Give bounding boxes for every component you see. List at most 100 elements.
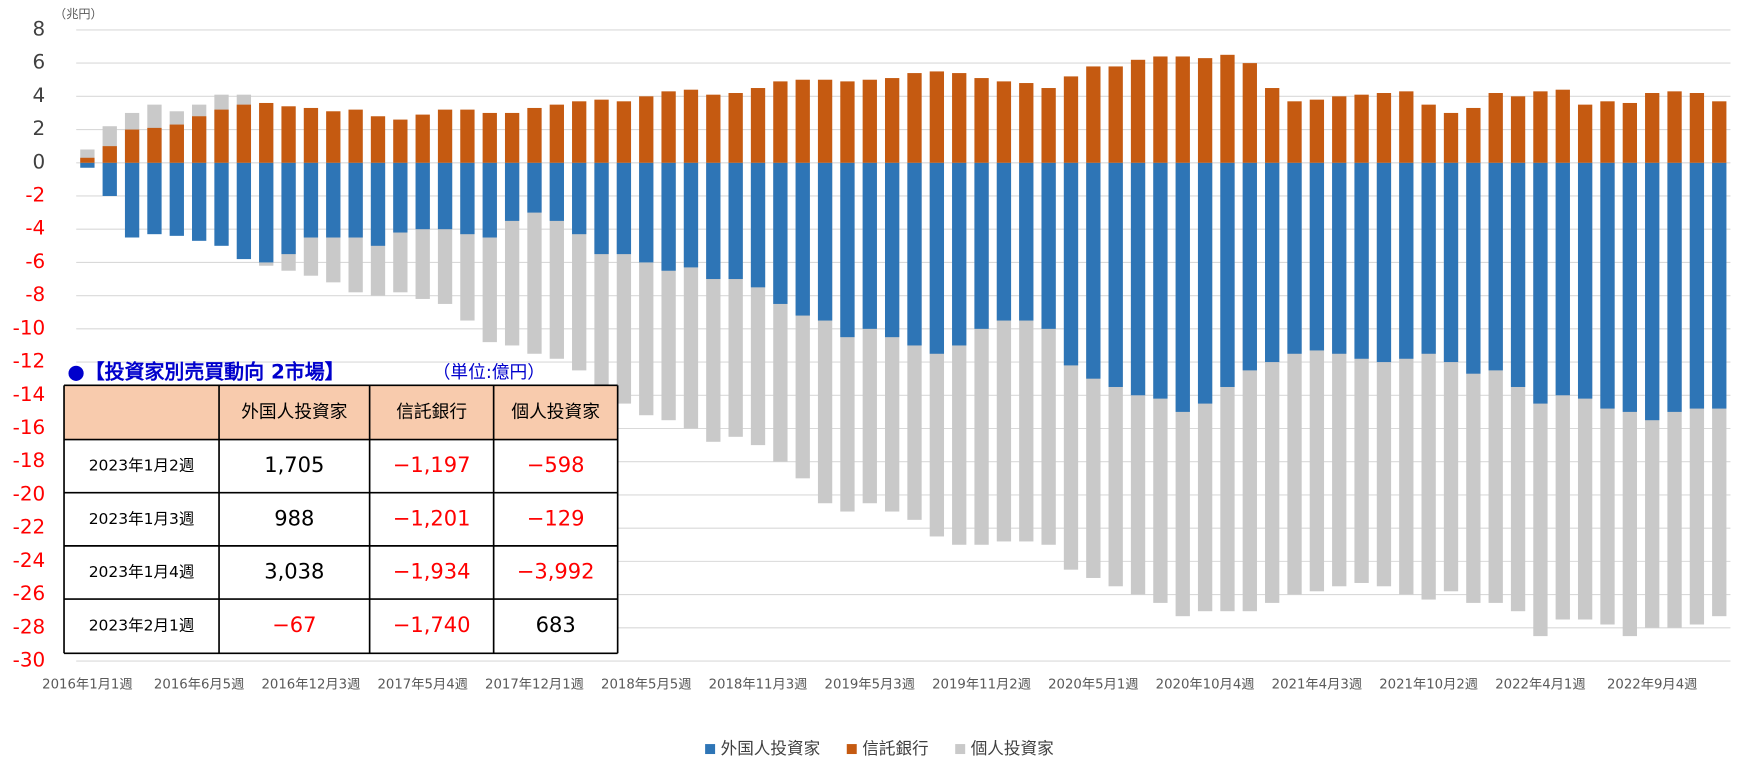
bar bbox=[1309, 162, 1325, 351]
bar bbox=[929, 71, 945, 163]
bar bbox=[817, 162, 833, 321]
bar bbox=[527, 107, 542, 163]
table-cell: −129 bbox=[527, 505, 585, 530]
bar bbox=[750, 162, 766, 288]
bar bbox=[393, 162, 408, 233]
bar bbox=[1265, 162, 1280, 363]
y-tick-label: -16 bbox=[13, 416, 46, 439]
bar bbox=[1488, 162, 1503, 371]
y-tick-label: -6 bbox=[25, 250, 45, 273]
y-tick-label: -24 bbox=[13, 549, 46, 572]
bar bbox=[281, 162, 296, 255]
table-header: 信託銀行 bbox=[396, 401, 467, 422]
bar bbox=[773, 81, 788, 163]
bar bbox=[1041, 162, 1056, 329]
table-cell: −67 bbox=[272, 612, 316, 637]
x-tick-label: 2018年5月5週 bbox=[601, 676, 691, 692]
x-tick-label: 2021年4月3週 bbox=[1272, 676, 1362, 692]
legend-swatch bbox=[955, 744, 966, 755]
legend-swatch bbox=[846, 744, 857, 755]
bar bbox=[214, 162, 229, 246]
table-cell: −1,201 bbox=[393, 505, 471, 530]
bar bbox=[549, 104, 564, 163]
table-cell: 683 bbox=[536, 612, 576, 637]
bar bbox=[1019, 162, 1034, 321]
table-cell: −1,740 bbox=[393, 612, 471, 637]
x-tick-label: 2017年5月4週 bbox=[377, 676, 467, 692]
bar bbox=[728, 93, 743, 163]
bar bbox=[728, 162, 743, 280]
bar bbox=[1466, 162, 1481, 374]
bar bbox=[996, 81, 1012, 163]
bar bbox=[102, 162, 117, 196]
bar bbox=[1108, 66, 1123, 163]
bar bbox=[1086, 162, 1101, 379]
bar bbox=[1130, 162, 1146, 396]
bar bbox=[1533, 162, 1548, 404]
bar bbox=[1689, 93, 1705, 163]
bar bbox=[415, 162, 430, 230]
table-title: ●【投資家別売買動向 2市場】 bbox=[67, 360, 344, 384]
bar bbox=[1108, 162, 1123, 387]
bar bbox=[1577, 104, 1593, 163]
bar bbox=[460, 162, 475, 235]
bar bbox=[1332, 162, 1347, 354]
bar bbox=[1712, 101, 1727, 163]
bar bbox=[549, 162, 564, 221]
bar bbox=[482, 112, 497, 163]
x-tick-label: 2020年5月1週 bbox=[1048, 676, 1138, 692]
bar bbox=[281, 106, 296, 163]
bar bbox=[1376, 162, 1392, 363]
bar bbox=[996, 162, 1012, 321]
bar bbox=[348, 162, 363, 238]
bar bbox=[1086, 66, 1101, 163]
bar bbox=[1645, 93, 1660, 163]
bar bbox=[773, 162, 788, 304]
bar bbox=[1600, 162, 1615, 409]
x-tick-label: 2016年12月3週 bbox=[261, 676, 360, 692]
bar bbox=[504, 162, 520, 221]
bar bbox=[1443, 112, 1459, 163]
bar bbox=[124, 129, 140, 163]
bar bbox=[1019, 83, 1034, 163]
table-header: 外国人投資家 bbox=[241, 401, 348, 422]
bar bbox=[1041, 88, 1056, 163]
x-tick-label: 2019年5月3週 bbox=[825, 676, 915, 692]
bar bbox=[169, 162, 184, 236]
bar bbox=[124, 162, 140, 238]
table-row-label: 2023年1月2週 bbox=[89, 457, 195, 475]
bar bbox=[348, 109, 363, 163]
y-tick-label: -30 bbox=[13, 649, 46, 672]
x-tick-label: 2019年11月2週 bbox=[932, 676, 1031, 692]
bar bbox=[192, 116, 207, 163]
table-cell: −3,992 bbox=[517, 558, 595, 583]
x-tick-label: 2021年10月2週 bbox=[1379, 676, 1478, 692]
bar bbox=[1555, 162, 1570, 396]
table-header: 個人投資家 bbox=[511, 401, 600, 422]
y-tick-label: -26 bbox=[13, 582, 46, 605]
bar bbox=[80, 162, 95, 168]
bar bbox=[1667, 91, 1682, 163]
bar bbox=[862, 79, 877, 163]
bar bbox=[1622, 162, 1637, 412]
y-tick-label: -12 bbox=[13, 350, 46, 373]
legend-label: 個人投資家 bbox=[971, 739, 1054, 758]
bar bbox=[616, 101, 632, 163]
bar bbox=[683, 162, 699, 268]
bar bbox=[393, 119, 408, 163]
y-tick-label: -14 bbox=[13, 383, 46, 406]
bar bbox=[639, 96, 654, 163]
bar bbox=[1063, 162, 1079, 366]
bar bbox=[1600, 101, 1615, 163]
table-cell: −1,197 bbox=[393, 452, 471, 477]
x-tick-label: 2022年9月4週 bbox=[1607, 676, 1697, 692]
bar bbox=[102, 146, 117, 163]
bar bbox=[370, 116, 386, 163]
bar bbox=[147, 127, 162, 163]
y-tick-label: -10 bbox=[13, 316, 46, 339]
bar bbox=[1309, 99, 1325, 163]
bar bbox=[572, 162, 587, 235]
y-tick-label: -4 bbox=[25, 217, 45, 240]
bar bbox=[214, 109, 229, 163]
